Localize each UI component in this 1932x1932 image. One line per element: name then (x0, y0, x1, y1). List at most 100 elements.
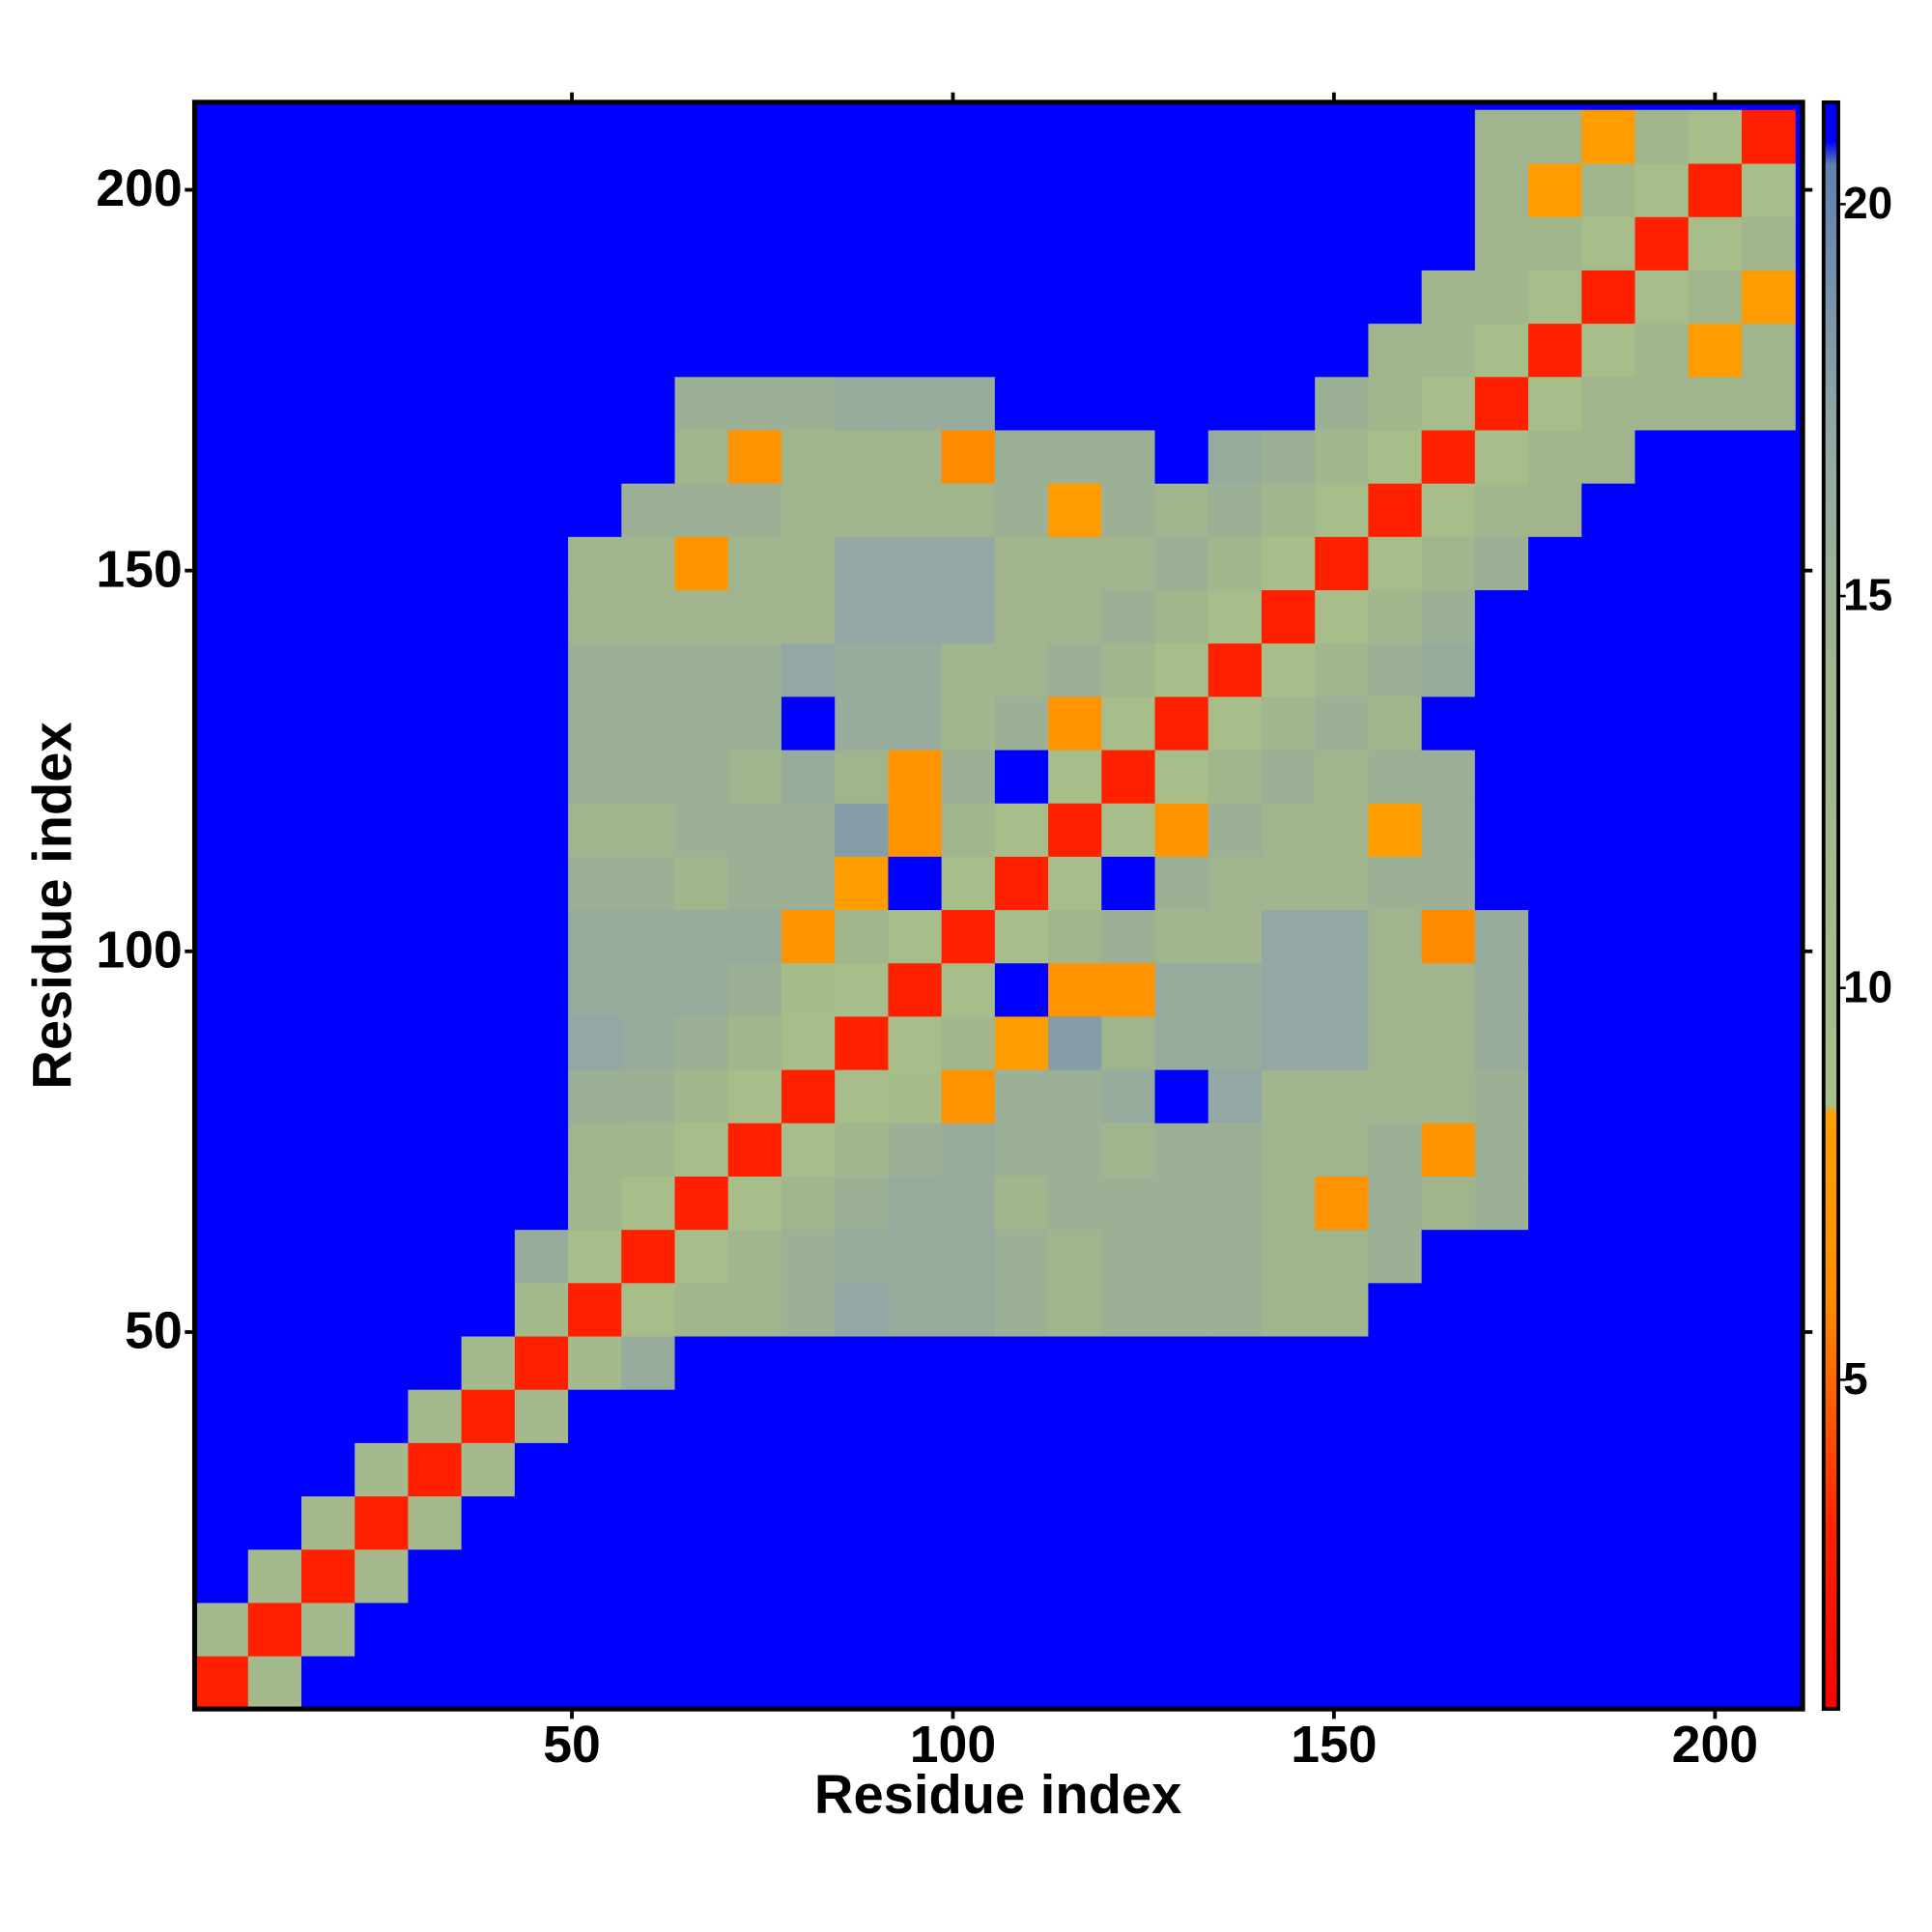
heatmap-cell (1688, 109, 1743, 164)
heatmap-cell (568, 696, 622, 751)
heatmap-cell (888, 162, 943, 217)
heatmap-cell (888, 696, 943, 751)
heatmap-cell (1208, 749, 1263, 804)
heatmap-cell (1634, 270, 1690, 325)
heatmap-cell (461, 162, 516, 217)
heatmap-cell (1261, 1389, 1316, 1443)
heatmap-cell (835, 216, 890, 270)
heatmap-cell (1421, 642, 1476, 697)
heatmap-cell (727, 536, 782, 591)
heatmap-cell (355, 1282, 410, 1337)
heatmap-cell (781, 1655, 836, 1710)
heatmap-cell (781, 1442, 836, 1497)
heatmap-cell (1101, 803, 1156, 857)
heatmap-cell (247, 1495, 302, 1550)
heatmap-cell (994, 109, 1049, 164)
heatmap-cell (1208, 376, 1263, 431)
heatmap-cell (1741, 216, 1796, 270)
heatmap-cell (1528, 696, 1582, 751)
heatmap-cell (1261, 1122, 1316, 1177)
heatmap-cell (355, 1068, 410, 1123)
heatmap-cell (888, 1229, 943, 1284)
heatmap-cell (1368, 1282, 1423, 1337)
heatmap-cell (1101, 162, 1156, 217)
heatmap-cell (1688, 429, 1743, 484)
heatmap-cell (408, 962, 463, 1017)
heatmap-cell (194, 1655, 249, 1710)
heatmap-cell (514, 1495, 569, 1550)
heatmap-cell (674, 589, 729, 644)
heatmap-cell (1208, 1229, 1263, 1284)
heatmap-cell (1154, 1442, 1209, 1497)
heatmap-cell (247, 1548, 302, 1604)
heatmap-cell (835, 696, 890, 751)
colorbar (1821, 99, 1840, 1712)
heatmap-cell (941, 962, 996, 1017)
heatmap-cell (727, 749, 782, 804)
heatmap-cell (300, 962, 355, 1017)
heatmap-cell (1634, 429, 1690, 484)
heatmap-cell (1688, 696, 1743, 751)
heatmap-cell (194, 1602, 249, 1657)
heatmap-cell (994, 429, 1049, 484)
heatmap-cell (674, 1335, 729, 1390)
heatmap-cell (1048, 1495, 1102, 1550)
heatmap-cell (1048, 1015, 1102, 1070)
heatmap-cell (355, 856, 410, 911)
heatmap-cell (1528, 1495, 1582, 1550)
heatmap-cell (461, 803, 516, 857)
heatmap-cell (355, 429, 410, 484)
heatmap-cell (941, 642, 996, 697)
heatmap-cell (1474, 1229, 1529, 1284)
heatmap-cell (888, 1282, 943, 1337)
heatmap-cell (247, 323, 302, 378)
heatmap-cell (514, 962, 569, 1017)
heatmap-cell (674, 1176, 729, 1231)
heatmap-cell (835, 803, 890, 857)
heatmap-cell (994, 1655, 1049, 1710)
heatmap-cell (1581, 1015, 1636, 1070)
heatmap-cell (888, 1495, 943, 1550)
heatmap-cell (941, 1442, 996, 1497)
heatmap-cell (1741, 696, 1796, 751)
heatmap-cell (1741, 1282, 1796, 1337)
heatmap-cell (1528, 1282, 1582, 1337)
heatmap-cell (514, 216, 569, 270)
heatmap-cell (568, 483, 622, 537)
heatmap-cell (1261, 642, 1316, 697)
heatmap-cell (568, 1282, 622, 1337)
heatmap-cell (1741, 1548, 1796, 1604)
heatmap-cell (1101, 1602, 1156, 1657)
heatmap-cell (1261, 376, 1316, 431)
heatmap-cell (1154, 376, 1209, 431)
heatmap-cell (1741, 270, 1796, 325)
heatmap-cell (1368, 1442, 1423, 1497)
heatmap-cell (514, 1282, 569, 1337)
heatmap-cell (1101, 749, 1156, 804)
heatmap-cell (1101, 1176, 1156, 1231)
heatmap-cell (994, 909, 1049, 964)
heatmap-cell (1261, 1068, 1316, 1123)
heatmap-cell (1581, 162, 1636, 217)
heatmap-cell (408, 536, 463, 591)
heatmap-cell (888, 589, 943, 644)
heatmap-cell (727, 1015, 782, 1070)
heatmap-cell (727, 270, 782, 325)
heatmap-cell (1101, 589, 1156, 644)
heatmap-cell (408, 1442, 463, 1497)
heatmap-cell (1528, 1176, 1582, 1231)
heatmap-cell (355, 962, 410, 1017)
heatmap-cell (300, 1176, 355, 1231)
heatmap-cell (1261, 589, 1316, 644)
heatmap-cell (1208, 162, 1263, 217)
heatmap-cell (1634, 483, 1690, 537)
heatmap-cell (247, 1282, 302, 1337)
heatmap-cell (1368, 1015, 1423, 1070)
heatmap-cell (514, 162, 569, 217)
heatmap-cell (621, 1442, 676, 1497)
heatmap-cell (1368, 803, 1423, 857)
heatmap-cell (835, 589, 890, 644)
heatmap-cell (1101, 1548, 1156, 1604)
heatmap-cell (1421, 1282, 1476, 1337)
x-tick-label: 50 (543, 1717, 601, 1774)
